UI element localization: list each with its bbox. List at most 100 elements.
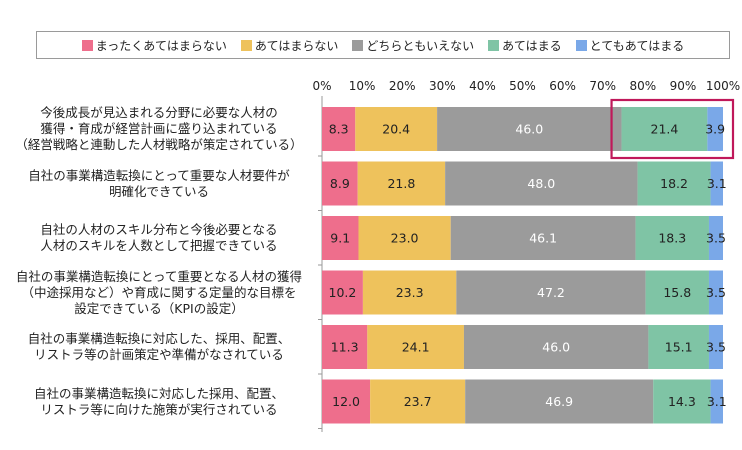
bar-segment xyxy=(370,379,466,424)
bar-segment xyxy=(358,216,451,260)
legend-swatch xyxy=(240,39,252,51)
bar-segment xyxy=(710,161,723,206)
legend-item: どちらともいえない xyxy=(352,37,474,54)
bar-segment xyxy=(708,325,723,369)
bar-value-label: 46.0 xyxy=(542,340,570,355)
legend-label: とてもあてはまる xyxy=(589,38,685,53)
bar-segment xyxy=(322,107,356,151)
x-tick-label: 100% xyxy=(706,79,740,93)
bar-value-label: 12.0 xyxy=(332,394,360,409)
legend-label: どちらともいえない xyxy=(366,38,475,53)
bar-value-label: 20.4 xyxy=(382,122,410,137)
category-label: 自社の人材のスキル分布と今後必要となる 人材のスキルを人数として把握できている xyxy=(0,222,318,254)
bar-value-label: 14.3 xyxy=(668,394,696,409)
legend-item: あてはまる xyxy=(488,37,562,54)
category-label-line: 自社の事業構造転換に対応した採用、配置、 xyxy=(33,385,284,401)
bar-segment xyxy=(648,325,709,369)
legend-label: あてはまる xyxy=(502,38,562,53)
category-label-line: 明確化できている xyxy=(108,183,209,199)
bar-value-label: 3.1 xyxy=(707,394,727,409)
legend-label: あてはまらない xyxy=(254,38,339,53)
category-label-line: 獲得・育成が経営計画に盛り込まれている xyxy=(40,121,278,136)
category-label-line: リストラ等の計画策定や準備がなされている xyxy=(34,347,284,362)
bar-value-label: 46.9 xyxy=(545,394,573,409)
bar-segment xyxy=(362,270,457,315)
bar-value-label: 24.1 xyxy=(402,340,430,355)
category-label-line: （中途採用など）や育成に関する定量的な目標を xyxy=(21,284,297,300)
bar-segment xyxy=(357,161,446,206)
x-tick-label: 50% xyxy=(509,79,536,93)
bar-segment xyxy=(322,161,358,206)
bar-value-label: 15.1 xyxy=(665,340,693,355)
bar-segment xyxy=(653,379,711,424)
bar-segment xyxy=(637,161,711,206)
bar-segment xyxy=(322,379,371,424)
bar-segment xyxy=(621,107,708,151)
bar-value-label: 3.5 xyxy=(706,285,726,300)
legend: まったくあてはまらない あてはまらない どちらともいえない あてはまる とてもあてはまる xyxy=(36,31,730,59)
category-label-line: 自社の人材のスキル分布と今後必要となる xyxy=(40,222,278,237)
legend-item: とてもあてはまる xyxy=(575,37,685,54)
legend-item: まったくあてはまらない xyxy=(81,37,227,54)
bar-segment xyxy=(710,379,723,424)
bar-value-label: 23.3 xyxy=(396,285,424,300)
category-label-line: 自社の事業構造転換にとって重要となる人材の獲得 xyxy=(15,268,303,284)
bar-value-label: 15.8 xyxy=(663,285,691,300)
bar-segment xyxy=(645,270,709,315)
bar-value-label: 3.5 xyxy=(706,231,726,246)
bar-value-label: 23.0 xyxy=(391,231,419,246)
category-label-line: 人材のスキルを人数として把握できている xyxy=(40,238,278,253)
x-tick-label: 70% xyxy=(589,79,616,93)
bar-segment xyxy=(367,325,464,369)
bar-segment xyxy=(707,107,723,151)
category-label-line: 自社の事業構造転換に対応した、採用、配置、 xyxy=(27,331,291,346)
x-tick-label: 0% xyxy=(312,79,331,93)
x-tick-label: 30% xyxy=(429,79,456,93)
category-label: 自社の事業構造転換に対応した、採用、配置、 リストラ等の計画策定や準備がなされてい… xyxy=(0,331,318,363)
category-label-line: 今後成長が見込まれる分野に必要な人材の xyxy=(40,105,278,120)
bar-value-label: 18.3 xyxy=(658,231,686,246)
bar-segment xyxy=(445,161,638,206)
bar-segment xyxy=(450,216,636,260)
x-tick-label: 60% xyxy=(549,79,576,93)
bar-value-label: 8.3 xyxy=(329,122,349,137)
bar-value-label: 3.1 xyxy=(707,176,727,191)
category-label: 自社の事業構造転換にとって重要な人材要件が 明確化できている xyxy=(0,168,318,200)
category-label: 自社の事業構造転換に対応した採用、配置、 リストラ等に向けた施策が実行されている xyxy=(0,386,318,418)
legend-swatch xyxy=(81,39,93,51)
bar-segment xyxy=(635,216,709,260)
bar-value-label: 46.0 xyxy=(515,122,543,137)
x-tick-label: 40% xyxy=(469,79,496,93)
bar-segment xyxy=(465,379,654,424)
x-tick-label: 80% xyxy=(629,79,656,93)
bar-value-label: 3.5 xyxy=(706,340,726,355)
legend-swatch xyxy=(352,39,364,51)
bar-value-label: 21.4 xyxy=(651,122,679,137)
x-tick-label: 20% xyxy=(389,79,416,93)
legend-swatch xyxy=(488,39,500,51)
bar-segment xyxy=(322,325,368,369)
category-label-line: 自社の事業構造転換にとって重要な人材要件が xyxy=(28,167,290,183)
bar-value-label: 9.1 xyxy=(330,231,350,246)
category-label-line: （経営戦略と連動した人材戦略が策定されている） xyxy=(15,137,303,152)
highlight-box xyxy=(610,98,735,160)
bar-segment xyxy=(355,107,438,151)
bar-segment xyxy=(322,216,359,260)
x-tick-label: 10% xyxy=(349,79,376,93)
legend-item: あてはまらない xyxy=(240,37,339,54)
bar-segment xyxy=(322,270,363,315)
bar-segment xyxy=(708,270,723,315)
bar-value-label: 47.2 xyxy=(537,285,565,300)
bar-segment xyxy=(708,216,723,260)
category-label: 今後成長が見込まれる分野に必要な人材の 獲得・育成が経営計画に盛り込まれている （経… xyxy=(0,105,318,153)
bar-segment xyxy=(463,325,649,369)
bar-value-label: 10.2 xyxy=(329,285,357,300)
bar-value-label: 18.2 xyxy=(660,176,688,191)
bar-value-label: 3.9 xyxy=(705,122,725,137)
x-tick-label: 90% xyxy=(670,79,697,93)
category-label-line: 設定できている（KPIの設定） xyxy=(74,300,244,316)
bar-value-label: 21.8 xyxy=(387,176,415,191)
category-label: 自社の事業構造転換にとって重要となる人材の獲得 （中途採用など）や育成に関する定量… xyxy=(0,269,318,317)
legend-label: まったくあてはまらない xyxy=(95,38,227,53)
bar-segment xyxy=(456,270,646,315)
